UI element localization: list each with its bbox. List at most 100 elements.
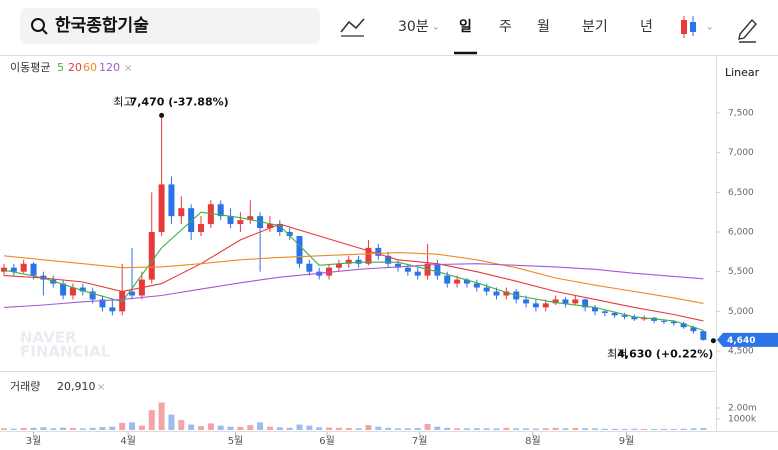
volume-bar [690, 428, 697, 430]
volume-bar [473, 428, 480, 430]
y-tick-label: 7,500 [728, 109, 754, 119]
x-tick-label: 3월 [26, 435, 42, 447]
volume-bar [670, 429, 677, 430]
volume-bar [168, 414, 175, 430]
volume-bar [651, 429, 658, 430]
period-tab[interactable]: 월 [537, 19, 550, 35]
volume-bar [601, 428, 608, 430]
volume-bar [483, 428, 490, 430]
period-tab[interactable]: 분기 [582, 19, 608, 35]
search-box[interactable] [20, 8, 320, 44]
volume-bar [355, 428, 362, 430]
volume-bar [227, 426, 234, 430]
volume-bar [148, 410, 155, 430]
candle-body [631, 316, 638, 320]
volume-bar [178, 420, 185, 430]
volume-bar [50, 428, 57, 430]
candle-body [365, 247, 372, 264]
legend-entry: 60 [83, 61, 97, 74]
volume-bar [286, 427, 293, 430]
volume-bar [680, 428, 687, 430]
volume-bar [542, 428, 549, 430]
y-tick-label: 6,000 [728, 228, 754, 238]
candle-body [444, 275, 451, 284]
volume-bar [138, 425, 145, 430]
candle-body [227, 216, 234, 225]
candle-body [30, 263, 37, 276]
low-dot [710, 338, 716, 344]
last-price-tag [717, 332, 778, 347]
volume-bar [552, 427, 559, 430]
candle-body [552, 299, 559, 304]
volume-bar [621, 428, 628, 430]
candle-body [247, 216, 254, 221]
close-icon[interactable]: × [97, 382, 105, 393]
candle-body [493, 291, 500, 296]
dropdown-caret: ⌄ [706, 23, 714, 33]
period-tab[interactable]: 주 [499, 19, 512, 35]
candle-body [463, 279, 470, 284]
last-price-label: 4,640 [727, 336, 755, 346]
volume-bar [109, 426, 116, 430]
draw-icon[interactable] [738, 18, 757, 43]
legend-entry: 20 [68, 61, 82, 74]
period-tab[interactable]: 년 [640, 19, 653, 35]
candle-body [670, 321, 677, 324]
candle-body [69, 287, 76, 296]
interval-select[interactable]: 30분 [398, 19, 429, 35]
chart-type-icon[interactable] [340, 18, 365, 33]
moving-average [3, 252, 704, 304]
candle-body [385, 255, 392, 264]
ma-label: 이동평균 [10, 61, 50, 74]
volume-bar [345, 428, 352, 430]
candle-body [99, 299, 106, 308]
candle-body [414, 271, 421, 276]
volume-bar [316, 427, 323, 430]
high-label: 최고 [113, 95, 133, 108]
volume-bar [582, 428, 589, 430]
candle-body [335, 263, 342, 268]
volume-bar [414, 428, 421, 430]
volume-label: 거래량 [10, 380, 40, 393]
volume-bar [30, 427, 37, 430]
dropdown-caret: ⌄ [432, 23, 440, 33]
candle-body [266, 224, 273, 229]
volume-bar [631, 428, 638, 430]
candle-body [326, 267, 333, 276]
candle-body [148, 232, 155, 280]
legend-entry: 5 [57, 61, 64, 74]
scale-select[interactable]: Linear [725, 66, 760, 79]
volume-bar [404, 428, 411, 430]
volume-bar [463, 428, 470, 430]
volume-bar [611, 428, 618, 430]
volume-bar [326, 427, 333, 430]
x-tick-label: 8월 [525, 435, 541, 447]
icon-body [681, 20, 687, 34]
volume-bar [158, 402, 165, 430]
candle-body [20, 263, 27, 272]
volume-bar [660, 428, 667, 430]
period-tab[interactable]: 일 [459, 19, 472, 35]
volume-bar [385, 427, 392, 430]
icon-body [690, 22, 696, 32]
volume-bar [40, 427, 47, 430]
candle-icon[interactable] [681, 16, 696, 38]
candle-body [237, 220, 244, 225]
volume-bar [296, 424, 303, 430]
watermark: NAVER [20, 329, 77, 347]
candle-body [690, 327, 697, 332]
candle-body [129, 291, 136, 296]
candle-body [286, 232, 293, 236]
moving-average [3, 263, 704, 308]
candle-body [217, 204, 224, 217]
candle-body [454, 279, 461, 284]
candle-body [503, 291, 510, 296]
volume-bar [513, 428, 520, 430]
low-label: 최저 [607, 348, 627, 361]
y-tick-label: 6,500 [728, 188, 754, 198]
volume-bar [1, 428, 7, 430]
watermark: FINANCIAL [20, 343, 111, 361]
candle-body [592, 307, 598, 312]
candle-body [572, 299, 579, 304]
